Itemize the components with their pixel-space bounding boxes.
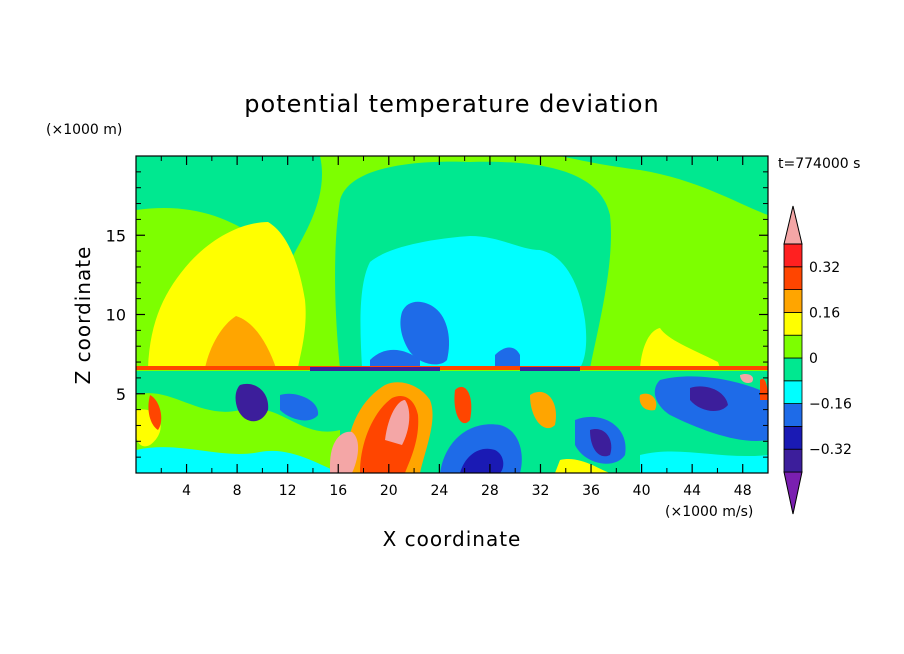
field-region (385, 400, 410, 445)
x-tick-label: 40 (633, 483, 651, 499)
field-region (760, 378, 768, 400)
colorbar-band (783, 289, 803, 313)
colorbar-band (783, 448, 803, 473)
x-axis: 4 8 12 16 20 24 28 32 36 40 44 48 (160, 156, 752, 499)
x-tick-label: 4 (182, 483, 191, 499)
colorbar-band (783, 311, 803, 336)
colorbar-band (783, 380, 803, 404)
x-unit-label: (×1000 m/s) (665, 504, 753, 520)
x-tick-label: 20 (380, 483, 398, 499)
y-tick-label: 5 (116, 385, 126, 404)
colorbar-tick-label: 0.16 (809, 305, 840, 321)
chart-title: potential temperature deviation (244, 90, 659, 118)
time-label: t=774000 s (778, 156, 860, 172)
x-tick-label: 32 (532, 483, 550, 499)
field-region (640, 451, 768, 473)
field-region (639, 393, 657, 411)
x-tick-label: 44 (683, 483, 701, 499)
colorbar-tick-label: −0.16 (809, 397, 852, 413)
field-region (205, 316, 276, 368)
field-region (460, 448, 504, 473)
colorbar-band (783, 357, 803, 382)
field-region (740, 373, 754, 384)
colorbar-band (783, 266, 803, 290)
field-region (370, 349, 420, 368)
field-region (330, 431, 359, 473)
x-tick-label: 16 (329, 483, 347, 499)
field-region (495, 347, 520, 368)
colorbar-band (783, 243, 803, 268)
colorbar-band (783, 425, 803, 450)
y-tick-label: 10 (106, 306, 126, 325)
field-region (400, 301, 450, 365)
y-axis-label: Z coordinate (71, 246, 95, 385)
colorbar-max-extension (783, 205, 803, 245)
field-region (590, 429, 612, 457)
colorbar-band (783, 403, 803, 427)
colorbar-tick-label: 0 (809, 351, 818, 367)
field-region (280, 393, 319, 421)
field-region (148, 222, 306, 368)
colorbar-tick-label: 0.32 (809, 260, 840, 276)
colorbar-band (783, 334, 803, 359)
field-region (235, 383, 269, 422)
contour-field (136, 156, 768, 473)
y-tick-label: 15 (106, 226, 126, 245)
x-tick-label: 28 (481, 483, 499, 499)
x-tick-label: 12 (279, 483, 297, 499)
inversion-layer (520, 367, 580, 371)
x-tick-label: 36 (582, 483, 600, 499)
field-region (360, 236, 587, 368)
x-tick-label: 48 (734, 483, 752, 499)
y-axis: 5 10 15 (106, 171, 768, 458)
field-region (560, 156, 768, 215)
colorbar: 0.32 0.16 0 −0.16 −0.32 (783, 205, 852, 515)
inversion-layer (310, 367, 440, 371)
y-unit-label: (×1000 m) (46, 122, 122, 138)
field-region (530, 391, 556, 429)
x-tick-label: 8 (233, 483, 242, 499)
x-tick-label: 24 (430, 483, 448, 499)
field-region (690, 386, 728, 412)
field-region (555, 458, 610, 473)
field-region (454, 386, 472, 424)
field-region (640, 328, 720, 368)
colorbar-min-extension (783, 471, 803, 515)
inversion-layer (136, 366, 768, 370)
field-region (148, 395, 162, 430)
colorbar-tick-label: −0.32 (809, 442, 852, 458)
x-axis-label: X coordinate (383, 527, 522, 551)
